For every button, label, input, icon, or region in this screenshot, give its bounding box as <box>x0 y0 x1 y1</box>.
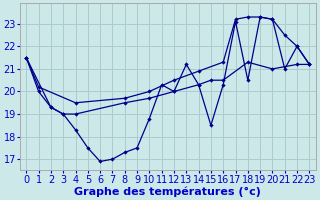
X-axis label: Graphe des températures (°c): Graphe des températures (°c) <box>74 186 261 197</box>
